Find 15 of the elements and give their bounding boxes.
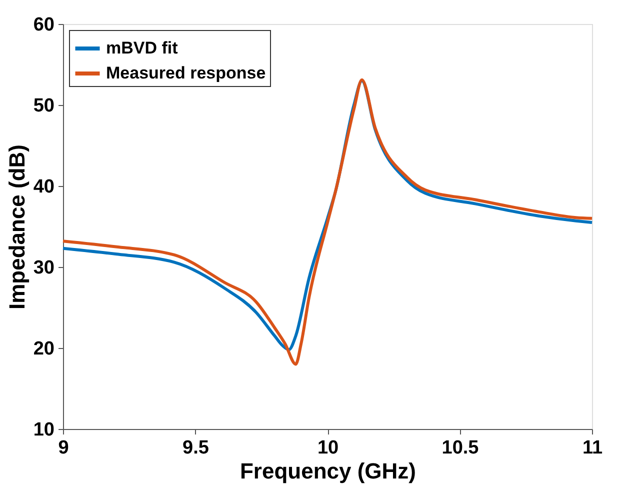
x-tick-label: 11 [582,438,603,458]
y-tick-label: 60 [33,14,54,36]
y-tick-label: 40 [33,176,54,198]
y-axis-title: Impedance (dB) [4,144,30,310]
x-tick-label: 10.5 [442,438,480,458]
x-tick-label: 10 [317,438,339,458]
x-tick-label: 9.5 [182,438,210,458]
y-tick-label: 30 [33,258,54,278]
y-tick-label: 10 [33,420,54,440]
x-axis-title: Frequency (GHz) [240,458,416,484]
legend-label: Measured response [106,64,266,82]
legend-label: mBVD fit [106,38,178,58]
x-tick-label: 9 [58,438,69,458]
y-tick-label: 50 [33,96,54,116]
y-tick-label: 20 [33,338,54,360]
